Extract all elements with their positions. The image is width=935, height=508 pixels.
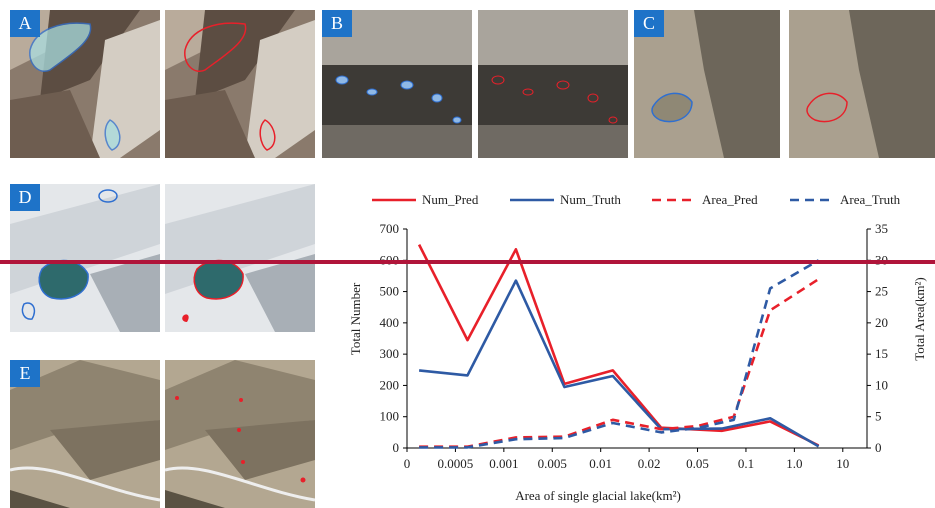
x-axis-label: Area of single glacial lake(km²) — [515, 488, 681, 503]
legend-label-num-pred: Num_Pred — [422, 192, 479, 207]
y-left-tick-label: 300 — [380, 346, 400, 361]
panel-e-truth-image: E — [10, 360, 160, 508]
glacial-lake-chart: Num_Pred Num_Truth Area_Pred Area_Truth 0 10… — [348, 192, 927, 503]
chart-series — [417, 244, 820, 449]
y-left-tick-label: 400 — [380, 315, 400, 330]
y-right-tick-label: 35 — [875, 221, 888, 236]
y-right-tick-label: 15 — [875, 346, 888, 361]
y-right-tick-label: 10 — [875, 377, 888, 392]
chart-container: Num_Pred Num_Truth Area_Pred Area_Truth 0 10… — [340, 182, 935, 508]
y-left-tick-label: 500 — [380, 284, 400, 299]
x-tick-label: 0 — [404, 456, 411, 471]
panel-a-truth-image: A — [10, 10, 160, 158]
panel-label-c: C — [634, 10, 664, 37]
panel-label-a: A — [10, 10, 40, 37]
series-area-pred-line — [419, 278, 820, 449]
y-right-tick-label: 5 — [875, 409, 882, 424]
panel-c-truth-image: C — [634, 10, 780, 158]
series-num-truth-line — [418, 279, 820, 448]
x-tick-label: 10 — [836, 456, 849, 471]
y-right-tick-label: 20 — [875, 315, 888, 330]
x-tick-label: 0.005 — [538, 456, 567, 471]
panel-label-d: D — [10, 184, 40, 211]
panel-d-truth-image: D — [10, 184, 160, 332]
x-tick-label: 1.0 — [786, 456, 802, 471]
chart-axes: 01002003004005006007000510152025303500.0… — [380, 221, 889, 471]
panel-d-pred-image — [165, 184, 315, 332]
y-left-tick-label: 700 — [380, 221, 400, 236]
x-tick-label: 0.1 — [738, 456, 754, 471]
y-right-tick-label: 0 — [875, 440, 882, 455]
series-num-pred-line — [417, 244, 820, 447]
legend-label-num-truth: Num_Truth — [560, 192, 621, 207]
x-tick-label: 0.01 — [589, 456, 612, 471]
highlight-line — [0, 260, 935, 264]
legend-label-area-truth: Area_Truth — [840, 192, 901, 207]
panel-b-truth-image: B — [322, 10, 472, 158]
panel-label-b: B — [322, 10, 352, 37]
x-tick-label: 0.0005 — [438, 456, 474, 471]
y-left-tick-label: 0 — [393, 440, 400, 455]
panel-e-pred-image — [165, 360, 315, 508]
panel-b-pred-image — [478, 10, 628, 158]
panel-label-e: E — [10, 360, 40, 387]
y-axis-label-right: Total Area(km²) — [912, 277, 927, 360]
legend-label-area-pred: Area_Pred — [702, 192, 758, 207]
y-left-tick-label: 200 — [380, 377, 400, 392]
chart-legend: Num_Pred Num_Truth Area_Pred Area_Truth — [372, 192, 901, 207]
y-left-tick-label: 100 — [380, 409, 400, 424]
y-axis-label-left: Total Number — [348, 282, 363, 355]
x-tick-label: 0.02 — [638, 456, 661, 471]
y-right-tick-label: 25 — [875, 284, 888, 299]
panel-c-pred-image — [789, 10, 935, 158]
x-tick-label: 0.05 — [686, 456, 709, 471]
panel-a-pred-image — [165, 10, 315, 158]
x-tick-label: 0.001 — [489, 456, 518, 471]
